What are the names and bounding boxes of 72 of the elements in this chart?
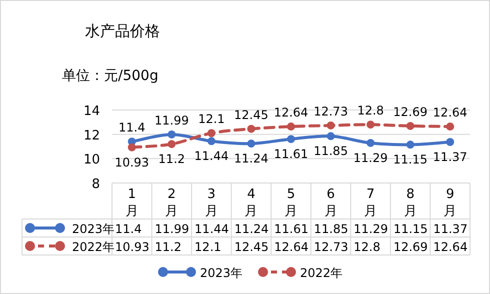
y-tick-label: 10 [83,152,100,168]
point [366,120,375,129]
annotation: 11.61 [274,147,308,162]
annotation: 12.1 [198,112,225,126]
annotation: 12.73 [314,104,348,118]
x-tick-label: 2月 [165,187,178,219]
text: 2023年 [200,266,243,280]
point [168,130,176,138]
legend-label: 2022年 [72,240,115,254]
point [287,135,295,144]
data-label: 12.1 [194,240,222,254]
annotation: 12.8 [357,104,384,118]
point [326,121,335,130]
chart-subtitle: 单位：元/500g [62,68,158,84]
annotation: 10.93 [114,155,150,170]
annotation: 12.64 [274,106,308,120]
annotation: 12.69 [393,104,428,119]
data-label: 12.45 [234,240,269,254]
x-tick-label: 3月 [204,187,218,219]
point [326,132,335,140]
point [287,122,295,131]
annotation: 11.15 [393,152,428,167]
x-tick-label: 7月 [364,187,378,219]
data-label: 11.44 [194,222,229,236]
point [128,143,136,152]
annotation: 11.44 [194,149,229,164]
data-label: 11.4 [115,222,142,236]
data-label: 11.2 [154,240,182,254]
data-label: 12.8 [354,240,380,254]
annotation: 12.45 [234,108,268,122]
data-label: 12.64 [433,240,468,254]
data-label: 12.69 [393,240,428,254]
x-tick-label: 8月 [404,187,417,219]
annotation: 11.99 [154,113,189,128]
annotation: 11.29 [353,150,388,165]
point [207,129,216,138]
point [366,138,375,147]
annotation: 11.4 [118,120,146,135]
y-tick-label: 14 [83,104,100,119]
data-label: 10.93 [115,240,150,254]
annotation: 11.2 [158,152,186,166]
annotation: 11.37 [432,150,468,164]
point [446,122,454,131]
x-tick-label: 1月 [125,187,138,219]
point [446,138,454,146]
x-tick-label: 5月 [284,187,298,219]
data-label: 12.73 [314,240,348,254]
x-tick-label: 9月 [444,187,457,219]
point [207,137,216,146]
data-label: 11.37 [433,222,468,236]
x-tick-label: 6月 [324,187,338,219]
data-label: 11.29 [354,222,388,236]
x-tick-label: 4月 [244,187,258,219]
legend-label: 2023年 [72,222,115,236]
point [406,140,414,149]
annotation: 11.24 [234,152,268,166]
data-label: 11.85 [314,222,348,236]
data-label: 11.24 [234,222,269,236]
point [406,122,414,130]
point [168,140,176,148]
y-tick-label: 12 [83,128,100,144]
data-label: 12.64 [274,240,308,254]
data-label: 11.61 [274,222,308,236]
point [247,124,256,133]
data-label: 11.15 [393,222,428,236]
data-label: 11.99 [154,222,190,236]
point [247,140,256,148]
annotation: 12.64 [432,106,468,120]
chart-title: 水产品价格 [85,22,160,40]
text: 2022年 [300,266,343,280]
y-tick-label: 8 [92,177,100,192]
annotation: 11.85 [314,144,348,158]
